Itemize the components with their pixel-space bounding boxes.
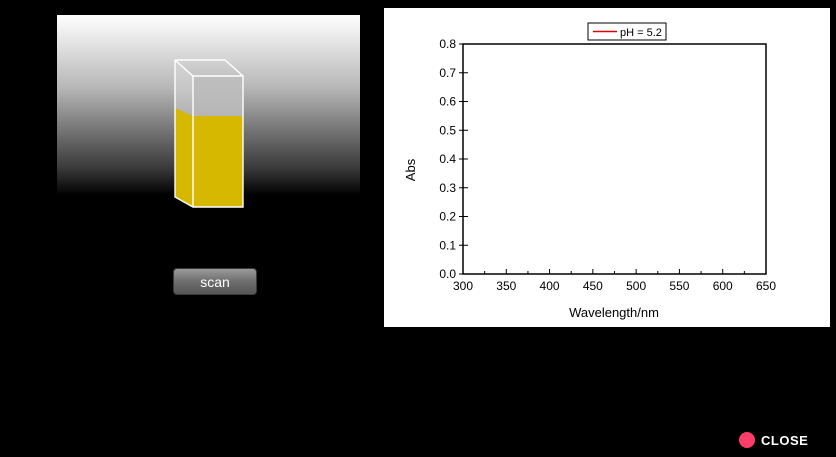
- close-button[interactable]: CLOSE: [739, 431, 808, 449]
- y-tick-label: 0.7: [439, 66, 456, 80]
- y-tick-label: 0.4: [439, 152, 456, 166]
- close-label: CLOSE: [761, 432, 809, 448]
- solution-liquid: [175, 108, 243, 207]
- absorbance-plot: 300 350 400 450 500 550 600 650 0.0 0.1 0.2 0.3 0.4…: [403, 22, 776, 320]
- x-tick-label: 300: [453, 279, 473, 293]
- x-tick-label: 600: [713, 279, 733, 293]
- y-axis-label: Abs: [403, 158, 418, 181]
- x-tick-label: 650: [756, 279, 776, 293]
- y-tick-label: 0.5: [439, 123, 456, 137]
- y-tick-label: 0.2: [439, 210, 456, 224]
- close-dot-icon: [739, 432, 755, 448]
- y-tick-label: 0.6: [439, 95, 456, 109]
- legend-label: pH = 5.2: [620, 27, 662, 39]
- legend: pH = 5.2: [587, 22, 667, 41]
- x-tick-label: 550: [669, 279, 689, 293]
- y-tick-label: 0.3: [439, 181, 456, 195]
- scan-button[interactable]: scan: [173, 268, 257, 295]
- x-axis-label: Wavelength/nm: [569, 305, 659, 320]
- absorbance-chart: 300 350 400 450 500 550 600 650 0.0 0.1 0.2 0.3 0.4…: [384, 8, 830, 327]
- y-tick-label: 0.1: [439, 238, 456, 252]
- x-tick-label: 450: [583, 279, 603, 293]
- x-tick-label: 350: [496, 279, 516, 293]
- legend-box: [587, 22, 667, 41]
- x-tick-label: 500: [626, 279, 646, 293]
- y-tick-label: 0.8: [439, 37, 456, 51]
- plot-frame: [462, 43, 767, 275]
- x-tick-label: 400: [540, 279, 560, 293]
- y-tick-label: 0.0: [439, 267, 456, 281]
- cuvette-icon: [174, 59, 244, 208]
